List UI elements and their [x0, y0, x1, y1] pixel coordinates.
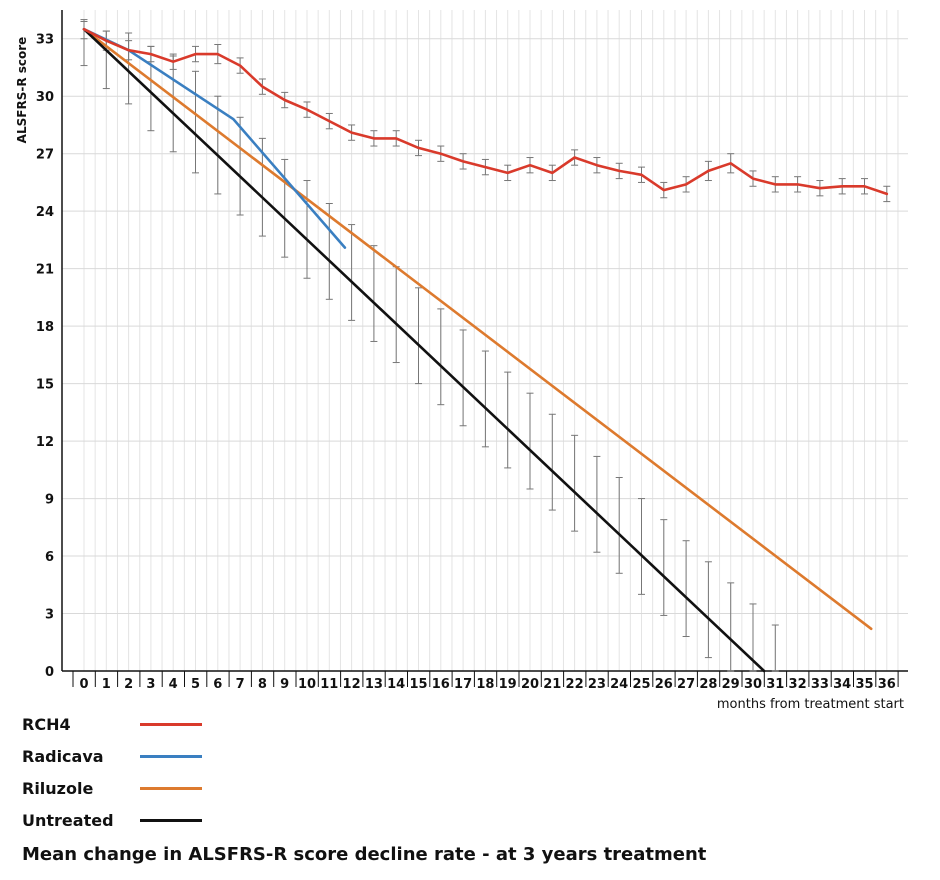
legend-label-riluzole: Riluzole — [22, 778, 94, 798]
x-tick-label: 0 — [79, 677, 88, 692]
x-tick-label: 15 — [409, 677, 427, 692]
x-tick-label: 5 — [191, 677, 200, 692]
legend-label-rch4: RCH4 — [22, 714, 71, 734]
x-tick-label: 3 — [146, 677, 155, 692]
x-tick-label: 11 — [320, 677, 338, 692]
legend-swatch-radicava — [140, 754, 202, 758]
y-axis-title: ALSFRS-R score — [15, 37, 29, 144]
x-tick-label: 1 — [102, 677, 111, 692]
x-tick-label: 2 — [124, 677, 133, 692]
y-tick-label: 0 — [45, 665, 54, 680]
x-tick-label: 7 — [236, 677, 245, 692]
x-tick-label: 18 — [476, 677, 494, 692]
y-tick-label: 30 — [36, 90, 54, 105]
x-tick-label: 8 — [258, 677, 267, 692]
series-line-radicava — [82, 27, 347, 249]
x-tick-label: 12 — [343, 677, 361, 692]
legend-item-rch4: RCH4 — [22, 708, 202, 740]
series-line-rch4 — [82, 27, 889, 196]
legend-item-untreated: Untreated — [22, 804, 202, 836]
x-tick-label: 16 — [432, 677, 450, 692]
x-tick-label: 21 — [543, 677, 561, 692]
legend: RCH4 Radicava Riluzole Untreated — [22, 708, 202, 836]
x-tick-label: 24 — [610, 677, 628, 692]
x-tick-label: 10 — [298, 677, 316, 692]
x-tick-label: 35 — [855, 677, 873, 692]
x-tick-label: 19 — [499, 677, 517, 692]
axes — [61, 10, 908, 687]
x-tick-label: 20 — [521, 677, 539, 692]
x-tick-label: 26 — [655, 677, 673, 692]
legend-label-radicava: Radicava — [22, 746, 104, 766]
legend-item-radicava: Radicava — [22, 740, 202, 772]
y-tick-label: 6 — [45, 550, 54, 565]
x-tick-label: 13 — [365, 677, 383, 692]
x-axis-title: months from treatment start — [717, 697, 904, 710]
x-tick-label: 14 — [387, 677, 405, 692]
x-tick-label: 25 — [632, 677, 650, 692]
x-tick-label: 17 — [454, 677, 472, 692]
x-tick-label: 22 — [566, 677, 584, 692]
x-tick-label: 9 — [280, 677, 289, 692]
x-tick-label: 34 — [833, 677, 851, 692]
y-tick-label: 3 — [45, 608, 54, 623]
legend-item-riluzole: Riluzole — [22, 772, 202, 804]
y-tick-label: 18 — [36, 320, 54, 335]
y-tick-label: 24 — [36, 205, 54, 220]
x-tick-label: 6 — [213, 677, 222, 692]
chart-caption: Mean change in ALSFRS-R score decline ra… — [22, 844, 707, 865]
legend-swatch-riluzole — [140, 786, 202, 790]
x-tick-label: 31 — [766, 677, 784, 692]
legend-swatch-rch4 — [140, 722, 202, 726]
x-tick-label: 29 — [722, 677, 740, 692]
x-tick-label: 36 — [878, 677, 896, 692]
y-tick-label: 15 — [36, 378, 54, 393]
x-tick-label: 32 — [789, 677, 807, 692]
y-tick-label: 12 — [36, 435, 54, 450]
x-tick-label: 28 — [699, 677, 717, 692]
x-tick-label: 33 — [811, 677, 829, 692]
series-line-untreated — [82, 27, 766, 673]
y-tick-label: 33 — [36, 33, 54, 48]
x-tick-label: 27 — [677, 677, 695, 692]
y-tick-label: 27 — [36, 148, 54, 163]
series-lines — [82, 27, 889, 673]
x-tick-label: 30 — [744, 677, 762, 692]
error-bars — [80, 19, 891, 672]
y-tick-label: 21 — [36, 263, 54, 278]
x-tick-label: 23 — [588, 677, 606, 692]
legend-label-untreated: Untreated — [22, 810, 114, 830]
x-tick-label: 4 — [169, 677, 178, 692]
y-tick-label: 9 — [45, 493, 54, 508]
series-line-riluzole — [82, 27, 873, 631]
legend-swatch-untreated — [140, 818, 202, 822]
